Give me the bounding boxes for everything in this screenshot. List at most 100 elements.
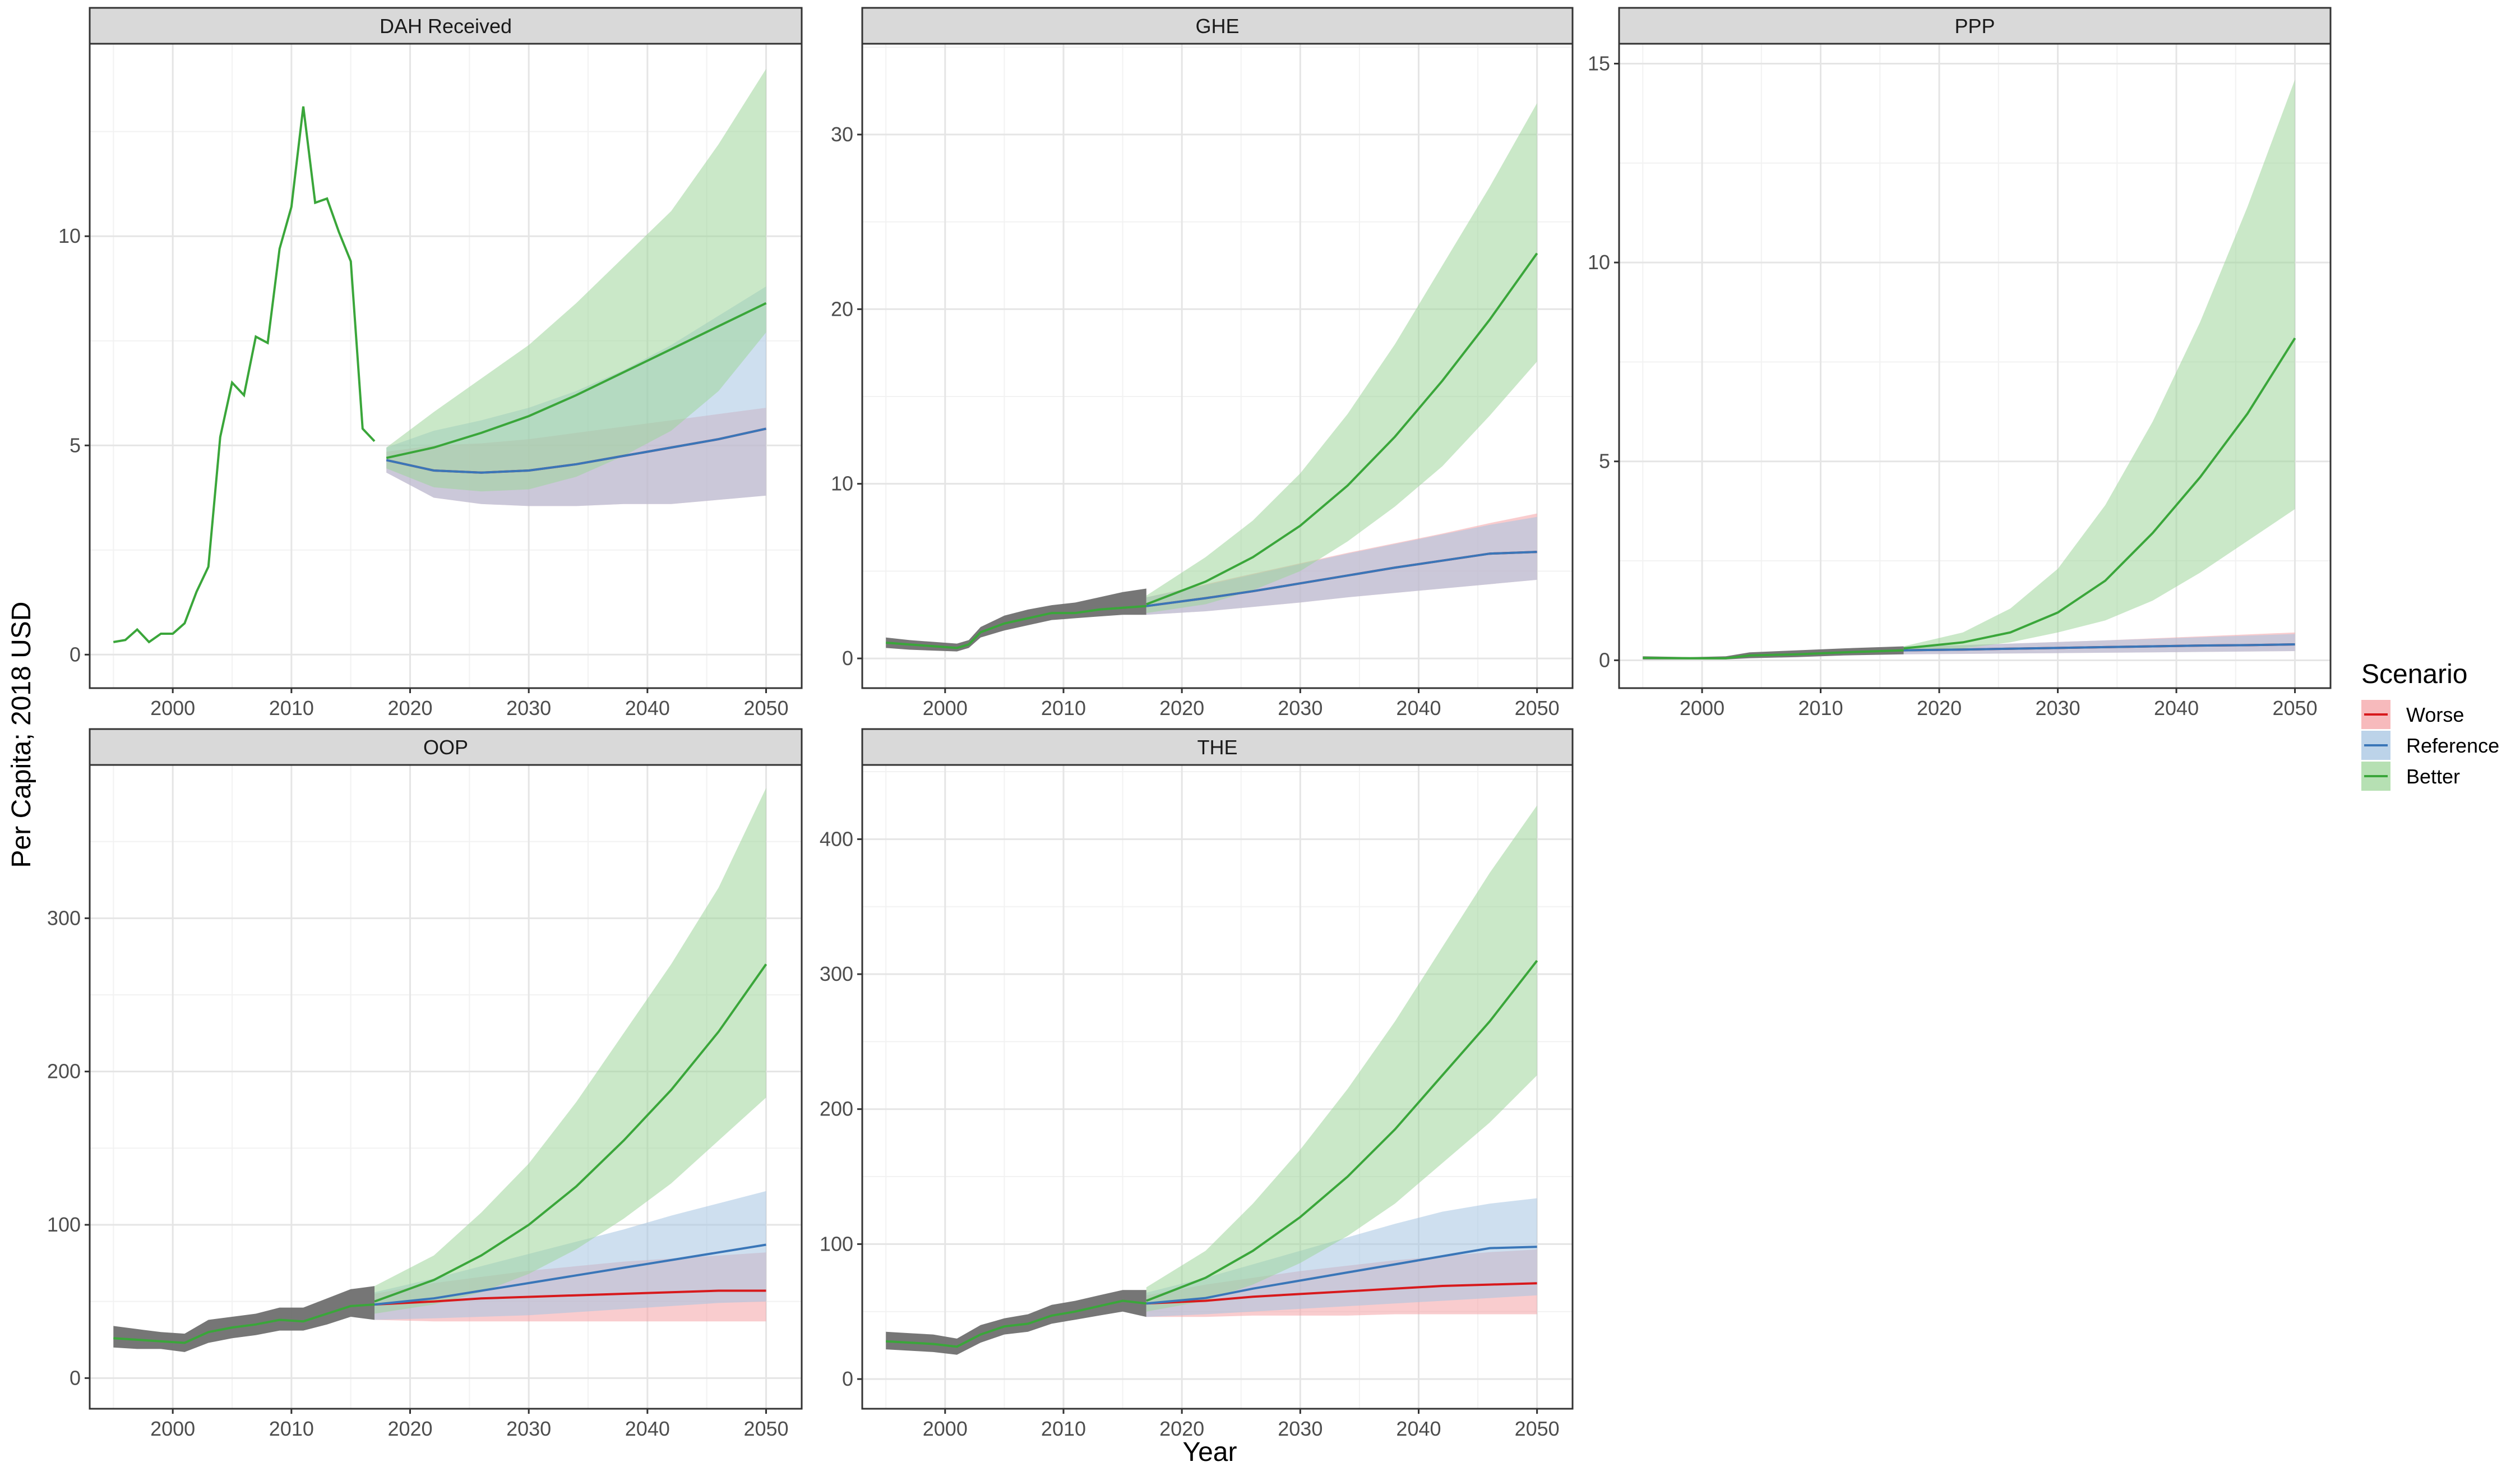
history-band — [113, 1286, 375, 1352]
x-tick-label: 2000 — [150, 1417, 195, 1440]
panel-strip — [89, 7, 803, 45]
x-tick-label: 2040 — [625, 1417, 670, 1440]
x-tick-label: 2050 — [743, 1417, 788, 1440]
y-tick-label: 0 — [70, 643, 81, 666]
line-history — [113, 106, 376, 644]
panel-border — [89, 764, 803, 1410]
line-better — [1146, 960, 1538, 1302]
y-tick-label: 20 — [831, 297, 853, 320]
line-reference — [374, 1243, 766, 1306]
x-tick-label: 2050 — [1515, 1417, 1560, 1440]
line-history — [1643, 649, 1904, 660]
y-tick-label: 30 — [831, 123, 853, 146]
x-tick-label: 2030 — [1278, 1417, 1323, 1440]
y-tick-label: 400 — [820, 827, 853, 850]
line-better — [374, 963, 767, 1303]
panel-0: DAH Received 0 5 10 2000 2010 2020 2030 2040 2050 — [58, 7, 803, 720]
band-better — [374, 788, 766, 1314]
panel-data — [1643, 79, 2296, 660]
y-tick-label: 100 — [47, 1213, 81, 1236]
panel-data — [886, 103, 1538, 652]
x-tick-label: 2010 — [269, 1417, 314, 1440]
x-tick-label: 2000 — [150, 697, 195, 720]
panel-title: OOP — [423, 736, 468, 759]
band-better — [386, 68, 766, 492]
x-tick-label: 2020 — [1917, 697, 1962, 720]
panel-axes: 0 100 200 300 400 2000 2010 2020 2030 2040 2050 — [820, 827, 1560, 1440]
x-tick-label: 2000 — [923, 1417, 968, 1440]
line-worse — [1146, 1282, 1537, 1305]
x-tick-label: 2030 — [1278, 697, 1323, 720]
panel-border — [861, 43, 1574, 689]
x-axis-title: Year — [1183, 1437, 1237, 1467]
line-better — [1903, 337, 2296, 650]
line-reference — [1146, 551, 1537, 607]
y-tick-label: 0 — [842, 647, 853, 670]
x-tick-label: 2050 — [2273, 697, 2318, 720]
x-tick-label: 2040 — [1396, 697, 1441, 720]
x-tick-label: 2000 — [923, 697, 968, 720]
line-better — [386, 302, 767, 459]
y-tick-label: 300 — [47, 906, 81, 929]
panel-axes: 0 5 10 2000 2010 2020 2030 2040 2050 — [58, 224, 789, 720]
panel-border — [1618, 43, 2332, 689]
line-reference — [1146, 1246, 1537, 1305]
y-tick-label: 10 — [58, 224, 81, 247]
y-tick-label: 0 — [1599, 648, 1610, 671]
legend: Scenario Worse Reference Better — [2361, 660, 2499, 791]
x-tick-label: 2010 — [1798, 697, 1843, 720]
line-better — [1146, 252, 1538, 606]
legend-label: Better — [2406, 765, 2460, 788]
x-tick-label: 2040 — [625, 697, 670, 720]
band-better — [1903, 79, 2295, 651]
x-tick-label: 2040 — [1396, 1417, 1441, 1440]
x-tick-label: 2020 — [1159, 1417, 1204, 1440]
panel-strip — [861, 728, 1574, 766]
legend-title: Scenario — [2361, 660, 2467, 689]
panel-border — [89, 43, 803, 689]
x-tick-label: 2050 — [1515, 697, 1560, 720]
panel-border — [861, 764, 1574, 1410]
panel-title: DAH Received — [380, 15, 512, 38]
y-tick-label: 15 — [1588, 52, 1610, 75]
panel-4: THE 0 100 200 300 400 2000 2010 2020 2030 2040 2050 — [820, 728, 1574, 1440]
panel-3: OOP 0 100 200 300 2000 2010 2020 2030 2040 2050 — [47, 728, 803, 1440]
x-tick-label: 2020 — [387, 1417, 432, 1440]
line-history — [886, 1299, 1147, 1348]
band-better — [1146, 805, 1537, 1312]
x-tick-label: 2020 — [387, 697, 432, 720]
panel-axes: 0 5 10 15 2000 2010 2020 2030 2040 2050 — [1588, 52, 2318, 720]
line-worse — [374, 1289, 766, 1306]
x-tick-label: 2000 — [1680, 697, 1724, 720]
panel-2: PPP 0 5 10 15 2000 2010 2020 2030 2040 2050 — [1588, 7, 2332, 720]
y-tick-label: 5 — [70, 434, 81, 456]
y-tick-label: 10 — [831, 472, 853, 495]
x-tick-label: 2030 — [2036, 697, 2080, 720]
history-band — [886, 1290, 1146, 1355]
panel-strip — [89, 728, 803, 766]
y-tick-label: 0 — [842, 1367, 853, 1390]
panel-title: PPP — [1954, 15, 1995, 38]
y-axis-title: Per Capita; 2018 USD — [7, 602, 36, 868]
line-history — [113, 1303, 375, 1344]
y-tick-label: 200 — [820, 1098, 853, 1120]
x-tick-label: 2050 — [743, 697, 788, 720]
y-tick-label: 200 — [47, 1060, 81, 1083]
legend-label: Worse — [2406, 703, 2464, 726]
y-tick-label: 10 — [1588, 251, 1610, 274]
y-tick-label: 5 — [1599, 450, 1610, 473]
x-tick-label: 2010 — [269, 697, 314, 720]
panel-title: THE — [1197, 736, 1238, 759]
x-tick-label: 2040 — [2154, 697, 2199, 720]
y-tick-label: 300 — [820, 962, 853, 985]
legend-label: Reference — [2406, 734, 2499, 757]
panel-axes: 0 100 200 300 2000 2010 2020 2030 2040 2050 — [47, 906, 789, 1440]
y-tick-label: 100 — [820, 1232, 853, 1255]
y-tick-label: 0 — [70, 1366, 81, 1389]
history-band — [1643, 646, 1904, 660]
line-reference — [386, 427, 766, 474]
